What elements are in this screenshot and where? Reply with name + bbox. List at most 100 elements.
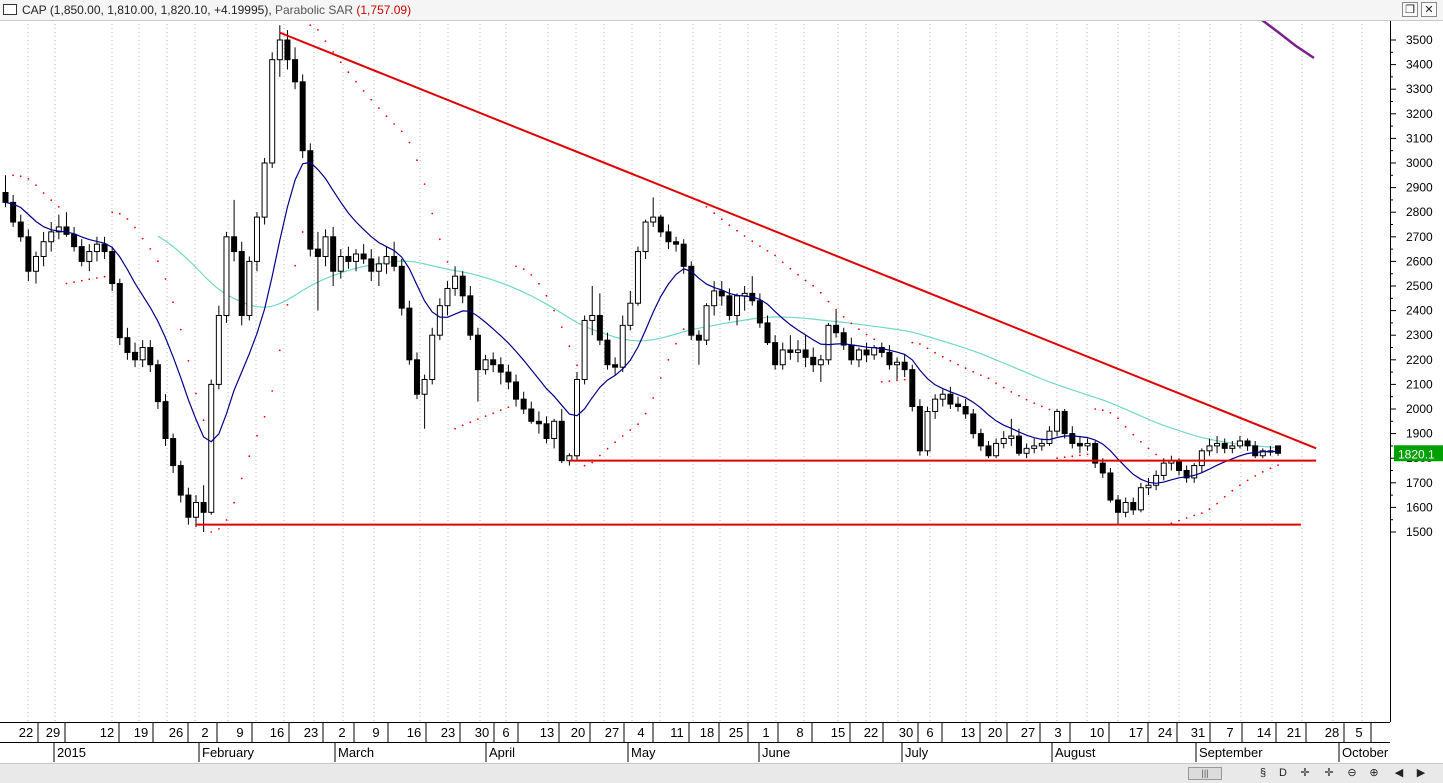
zoom-out-button[interactable]: ⊖ — [1347, 767, 1357, 779]
candle-body — [1054, 410, 1061, 432]
candle — [543, 416, 550, 444]
sar-dot — [606, 447, 609, 450]
scroll-left-button[interactable]: ◀ — [1394, 767, 1404, 779]
candle-body — [360, 253, 367, 260]
day-tick-label: 4 — [637, 725, 644, 740]
candle-body — [734, 295, 741, 317]
candle-body — [444, 287, 451, 307]
last-price-badge-text: 1820.1 — [1398, 447, 1435, 461]
candle-body — [200, 501, 207, 513]
candle-body — [314, 248, 321, 257]
day-tick-label: 28 — [1325, 725, 1339, 740]
candle-body — [1175, 460, 1182, 472]
restore-icon[interactable]: ❐ — [1402, 2, 1418, 17]
sar-dot — [1208, 508, 1211, 511]
candle-body — [1259, 450, 1266, 457]
candle-body — [63, 226, 70, 235]
candle-body — [863, 349, 870, 356]
candle-body — [833, 324, 840, 334]
candle-body — [764, 322, 771, 344]
sar-dot — [111, 211, 114, 214]
sar-dot — [1018, 394, 1020, 397]
price-tick-label: 3400 — [1406, 58, 1433, 72]
candle-body — [589, 315, 596, 321]
period-button[interactable]: D — [1279, 767, 1287, 779]
sar-dot — [736, 229, 738, 232]
sar-dot — [873, 338, 876, 341]
candle-body — [474, 334, 481, 371]
price-tick-label: 1600 — [1406, 500, 1433, 514]
day-tick-label: 13 — [961, 725, 975, 740]
scroll-thumb[interactable]: ||| — [1188, 767, 1222, 780]
sar-dot — [347, 71, 350, 74]
candle — [665, 224, 672, 250]
candle-body — [246, 260, 253, 317]
candle — [253, 212, 260, 272]
candle — [574, 372, 580, 461]
candle-body — [535, 420, 542, 425]
candle — [25, 229, 32, 282]
candle — [688, 261, 695, 341]
sar-dot — [256, 434, 258, 437]
sar-dot — [96, 277, 98, 279]
sar-dot — [1094, 408, 1097, 410]
sar-dot — [972, 370, 975, 373]
sar-dot — [842, 316, 845, 318]
candle-body — [398, 265, 405, 309]
candle-body — [490, 359, 497, 366]
candle — [817, 354, 824, 382]
sar-dot — [301, 231, 304, 233]
candle-body — [1206, 445, 1213, 452]
candle — [1084, 438, 1091, 451]
sar-dot — [355, 80, 357, 83]
crosshair-button[interactable]: ✛ — [1300, 767, 1310, 779]
candle-body — [421, 378, 428, 395]
day-tick-label: 18 — [700, 725, 714, 740]
candle-body — [756, 300, 763, 324]
candle-body — [1275, 445, 1282, 454]
sar-dot — [774, 254, 776, 257]
candle — [627, 290, 634, 331]
sar-dot — [576, 364, 578, 367]
price-tick-label: 3000 — [1406, 156, 1433, 170]
sar-dot — [499, 409, 502, 411]
candle — [1092, 440, 1099, 469]
candle — [398, 258, 405, 316]
candle-body — [1038, 442, 1045, 447]
sar-dot — [903, 378, 906, 381]
candle-body — [901, 361, 908, 371]
chart-title: CAP (1,850.00, 1,810.00, 1,820.10, +4.19… — [22, 3, 412, 17]
sar-dot — [484, 415, 487, 417]
sar-dot — [278, 349, 281, 352]
price-tick-label: 3500 — [1406, 33, 1433, 47]
scroll-right-button[interactable]: ▶ — [1416, 767, 1426, 779]
candle — [787, 335, 794, 360]
price-tick-label: 3200 — [1406, 107, 1433, 121]
sar-dot — [713, 212, 716, 215]
candle-body — [627, 302, 634, 326]
day-tick-label: 27 — [605, 725, 619, 740]
cycle-button[interactable]: § — [1259, 767, 1267, 779]
day-tick-label: 10 — [1090, 725, 1104, 740]
candle-body — [1160, 462, 1167, 476]
close-icon[interactable]: ✕ — [1421, 2, 1437, 17]
falling-resistance-line — [279, 31, 1317, 450]
sar-dot — [73, 281, 75, 283]
candle-body — [924, 410, 931, 452]
day-tick-label: 19 — [134, 725, 148, 740]
candle-body — [642, 221, 649, 253]
zoom-in-button[interactable]: ⊕ — [1369, 767, 1379, 779]
candle — [1115, 495, 1122, 525]
day-tick-label: 11 — [670, 725, 684, 740]
move-button[interactable]: ✛ — [1324, 767, 1334, 779]
candle-body — [208, 383, 215, 513]
candle — [10, 194, 17, 227]
candle-body — [322, 236, 329, 257]
price-tick-label: 1700 — [1406, 476, 1433, 490]
sar-dot — [827, 300, 830, 303]
candle-body — [452, 275, 459, 289]
price-tick-label: 2500 — [1406, 279, 1433, 293]
sar-dot — [164, 278, 167, 280]
sar-dot — [225, 519, 228, 521]
